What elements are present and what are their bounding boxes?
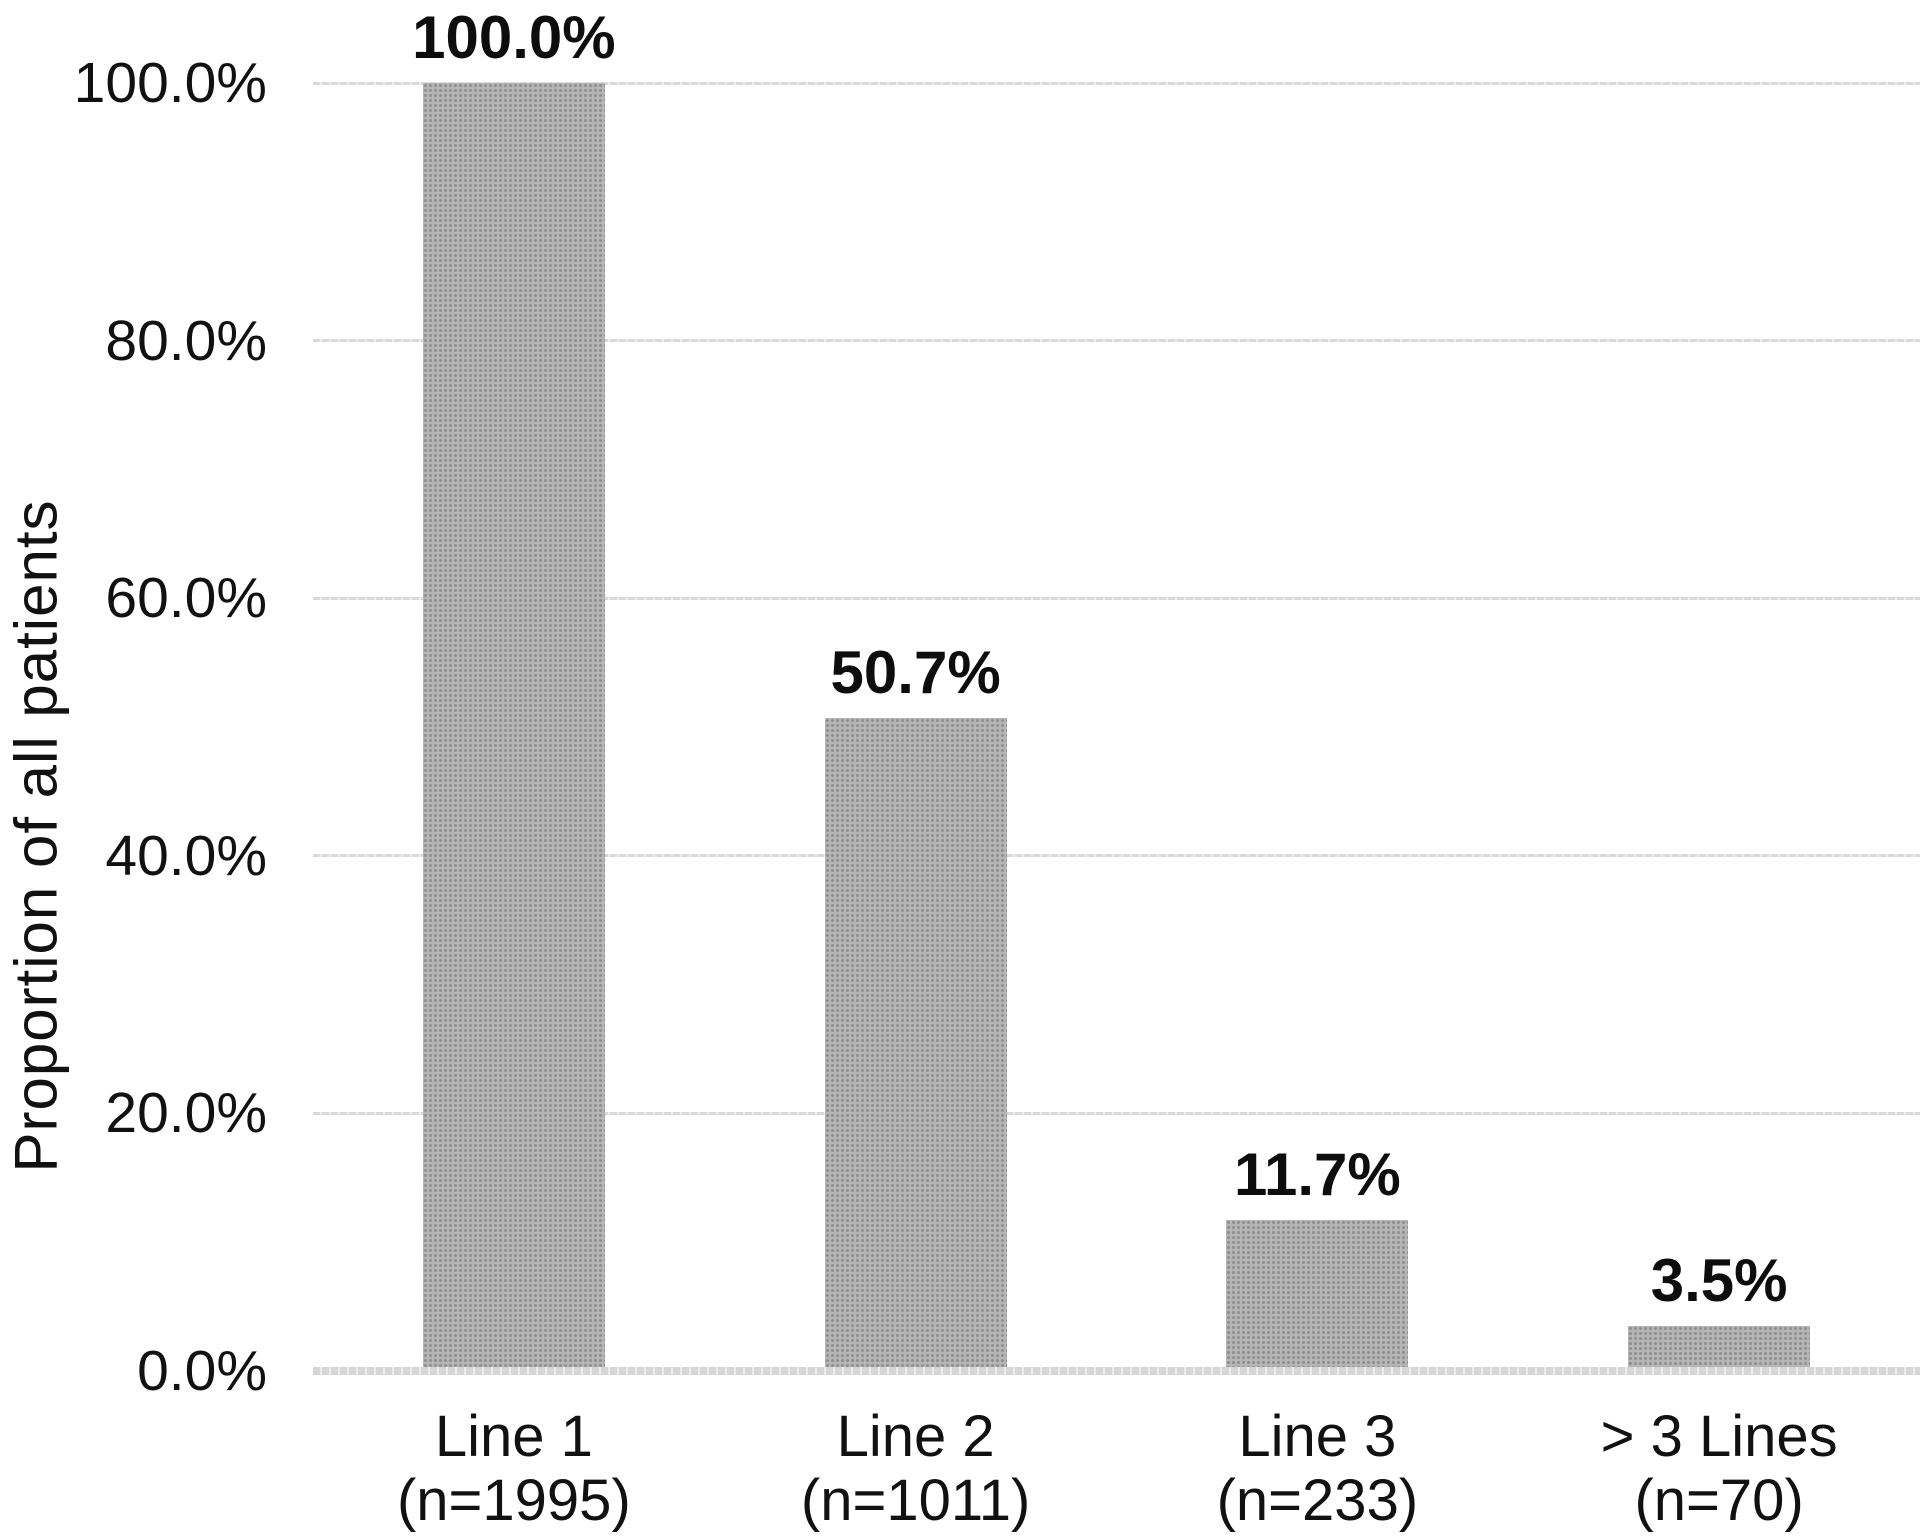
y-tick-label: 100.0% bbox=[73, 51, 267, 115]
gridline-60 bbox=[313, 596, 1920, 600]
bar-value-label: 50.7% bbox=[830, 638, 1001, 706]
gridline-40 bbox=[313, 854, 1920, 858]
bar-value-label: 3.5% bbox=[1650, 1246, 1788, 1314]
bar-2 bbox=[824, 717, 1007, 1371]
y-tick-label: 80.0% bbox=[105, 308, 267, 373]
bar-3 bbox=[1226, 1220, 1409, 1371]
x-category-sub: (n=233) bbox=[1216, 1468, 1419, 1533]
x-category-main: Line 2 bbox=[836, 1404, 995, 1469]
x-axis-line bbox=[313, 1367, 1920, 1375]
bar-value-label: 11.7% bbox=[1233, 1141, 1401, 1209]
x-category-label: Line 1 (n=1995) bbox=[274, 1405, 754, 1533]
x-category-main: Line 3 bbox=[1238, 1404, 1397, 1469]
x-category-label: Line 3 (n=233) bbox=[1077, 1405, 1557, 1533]
bar-1 bbox=[422, 83, 605, 1371]
y-tick-label: 20.0% bbox=[105, 1081, 267, 1146]
y-tick-label: 60.0% bbox=[105, 566, 267, 631]
gridline-20 bbox=[313, 1111, 1920, 1115]
bar-4 bbox=[1628, 1325, 1811, 1371]
x-category-label: Line 2 (n=1011) bbox=[676, 1405, 1156, 1533]
y-tick-label: 40.0% bbox=[105, 823, 267, 888]
gridline-80 bbox=[313, 339, 1920, 343]
x-category-sub: (n=1011) bbox=[800, 1468, 1031, 1533]
x-category-main: Line 1 bbox=[434, 1404, 593, 1469]
x-category-main: > 3 Lines bbox=[1600, 1404, 1838, 1469]
y-tick-label: 0.0% bbox=[137, 1339, 267, 1403]
x-category-sub: (n=70) bbox=[1634, 1468, 1804, 1533]
gridline-100 bbox=[313, 81, 1920, 85]
x-category-label: > 3 Lines (n=70) bbox=[1479, 1405, 1925, 1533]
x-category-sub: (n=1995) bbox=[396, 1468, 631, 1533]
bar-value-label: 100.0% bbox=[412, 4, 616, 71]
